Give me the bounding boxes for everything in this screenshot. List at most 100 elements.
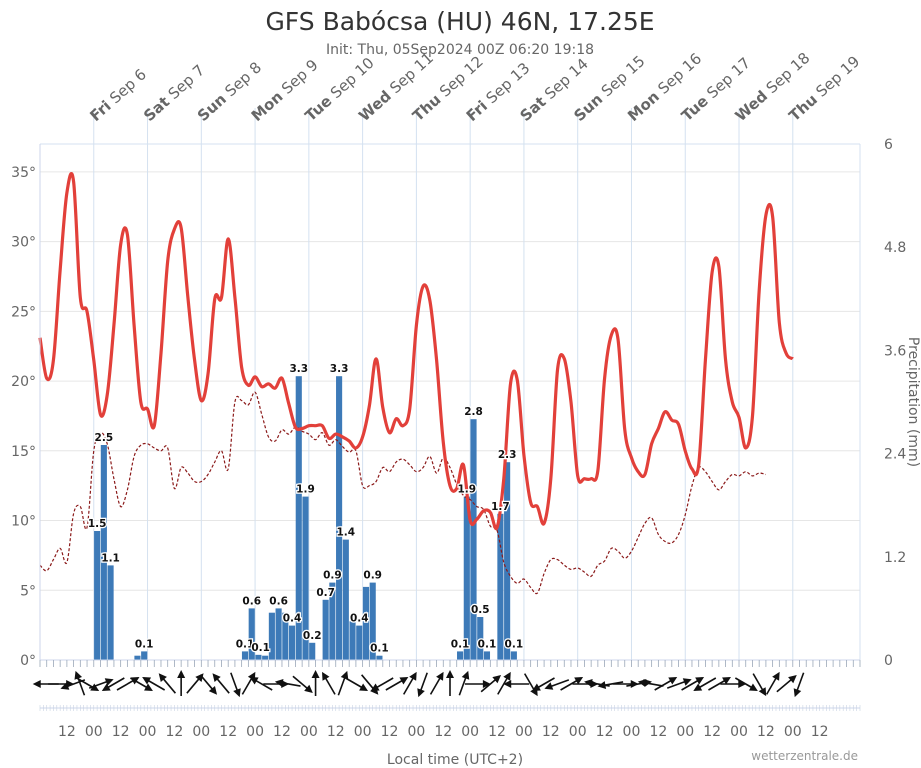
precipitation-bar — [288, 625, 296, 660]
y2-tick-label: 2.4 — [884, 447, 906, 463]
wind-arrow-head — [370, 683, 380, 691]
wind-arrow — [230, 672, 241, 698]
precipitation-value-label: 2.8 — [464, 406, 483, 418]
precipitation-bar — [134, 655, 141, 660]
y-tick-label: 35° — [11, 165, 36, 181]
wind-arrow — [480, 675, 502, 693]
wind-arrow — [597, 681, 624, 689]
precipitation-value-label: 3.3 — [289, 363, 308, 375]
precipitation-bar — [457, 651, 464, 660]
wind-arrow-head — [311, 670, 320, 678]
precipitation-value-label: 0.4 — [350, 613, 369, 625]
wind-arrow-head — [177, 670, 186, 678]
precipitation-bar — [302, 496, 309, 660]
precipitation-bar — [483, 651, 491, 660]
precipitation-value-label: 1.4 — [337, 527, 356, 539]
wind-arrow — [74, 670, 86, 696]
precipitation-value-label: 3.3 — [330, 363, 349, 375]
temperature-line — [38, 172, 794, 531]
x-tick-label: 12 — [381, 724, 399, 740]
wind-arrow-head — [597, 681, 607, 689]
x-tick-label: 00 — [85, 724, 103, 740]
x-tick-label: 12 — [703, 724, 721, 740]
wind-arrow — [311, 670, 320, 696]
x-tick-label: 12 — [327, 724, 345, 740]
wind-arrow-head — [772, 671, 780, 681]
wind-arrow — [681, 677, 705, 691]
wind-arrow-head — [682, 678, 692, 686]
precipitation-bar — [336, 376, 343, 660]
wind-arrow-head — [399, 677, 409, 685]
y2-tick-label: 0 — [884, 653, 893, 669]
y-tick-label: 15° — [11, 444, 36, 460]
wind-arrow — [544, 679, 570, 690]
precipitation-bar — [100, 445, 107, 660]
wind-arrow — [464, 680, 491, 688]
x-tick-label: 00 — [730, 724, 748, 740]
wind-arrow — [322, 671, 336, 695]
wind-arrow-head — [492, 675, 502, 684]
wind-arrow — [177, 670, 186, 696]
precipitation-bar — [362, 586, 370, 660]
wind-arrow — [560, 677, 584, 691]
wind-arrow-head — [74, 670, 83, 680]
wind-arrow-head — [503, 680, 512, 688]
precipitation-value-label: 0.9 — [363, 570, 382, 582]
wind-arrow — [752, 673, 767, 697]
precipitation-value-label: 1.9 — [457, 484, 476, 496]
precipitation-value-label: 0.1 — [478, 638, 497, 650]
y-tick-label: 0° — [20, 653, 36, 669]
precipitation-bar — [322, 599, 329, 660]
precipitation-bar — [329, 582, 336, 660]
precipitation-bar — [470, 419, 477, 660]
day-label-date: Sep 7 — [161, 61, 208, 106]
precipitation-bar — [241, 651, 249, 660]
wind-arrow-head — [584, 679, 593, 687]
precipitation-bar — [477, 617, 484, 660]
precipitation-value-label: 0.1 — [135, 638, 154, 650]
wind-arrow — [458, 670, 470, 696]
precipitation-bar — [282, 612, 289, 660]
day-label: Fri Sep 6 — [86, 65, 149, 125]
precipitation-value-label: 0.2 — [303, 630, 322, 642]
x-tick-label: 12 — [488, 724, 506, 740]
wind-arrow — [241, 671, 256, 695]
wind-arrow-head — [32, 680, 41, 688]
precipitation-bar — [309, 642, 316, 660]
wind-arrow-head — [212, 673, 221, 682]
grid — [40, 108, 860, 661]
wind-arrow — [720, 680, 747, 688]
wind-arrow-head — [274, 679, 284, 687]
wind-arrow — [584, 679, 610, 687]
precipitation-value-label: 0.1 — [505, 638, 524, 650]
x-tick-label: 12 — [219, 724, 237, 740]
wind-arrow-head — [144, 683, 153, 691]
x-tick-label: 00 — [676, 724, 694, 740]
precipitation-bar — [376, 655, 383, 660]
y-tick-label: 25° — [11, 304, 36, 320]
precipitation-value-label: 0.1 — [370, 643, 389, 655]
wind-arrow — [130, 677, 153, 691]
wind-arrow-head — [142, 677, 152, 685]
x-tick-label: 12 — [434, 724, 452, 740]
x-tick-label: 12 — [757, 724, 775, 740]
wind-arrow-head — [101, 683, 111, 691]
x-tick-label: 12 — [596, 724, 614, 740]
x-tick-label: 12 — [166, 724, 184, 740]
wind-arrow — [654, 677, 678, 691]
wind-arrow-head — [574, 677, 584, 685]
y-tick-label: 20° — [11, 374, 36, 390]
wind-arrow — [249, 677, 273, 691]
credit-text: wetterzentrale.de — [751, 749, 858, 763]
wind-arrow — [199, 674, 218, 695]
precipitation-value-label: 0.1 — [236, 638, 255, 650]
x-tick-label: 00 — [300, 724, 318, 740]
wind-arrow-head — [758, 687, 767, 697]
chart-subtitle: Init: Thu, 05Sep2024 00Z 06:20 19:18 — [326, 42, 594, 58]
wind-arrow-head — [446, 670, 454, 678]
wind-arrow-head — [233, 688, 241, 698]
x-tick-label: 00 — [407, 724, 425, 740]
x-tick-label: 00 — [623, 724, 641, 740]
x-tick-label: 00 — [569, 724, 587, 740]
wind-arrow-head — [409, 671, 417, 681]
